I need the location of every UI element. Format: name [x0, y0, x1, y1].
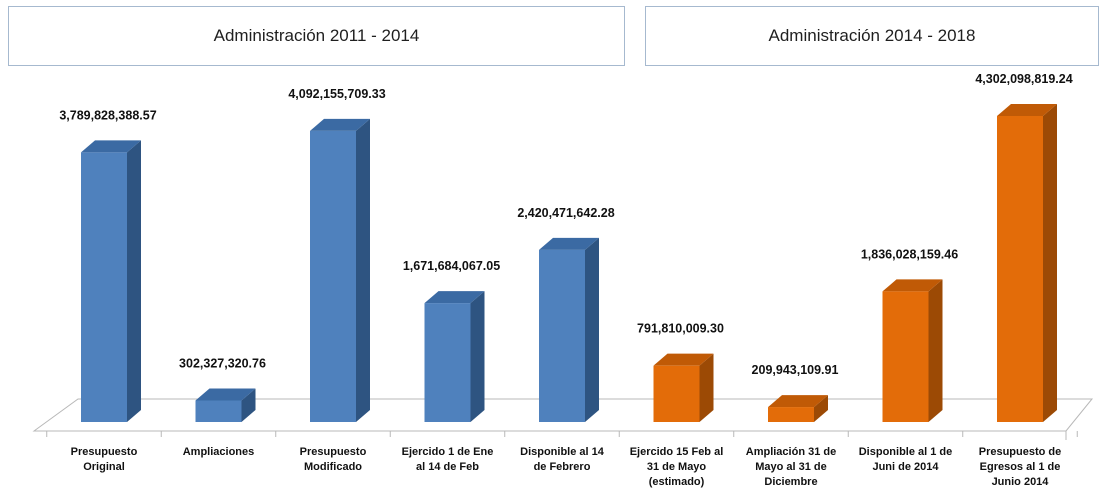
- bar-top: [310, 118, 370, 131]
- data-label: 4,092,155,709.33: [288, 87, 385, 101]
- category-label: Ejercido 15 Feb al 31 de Mayo (estimado): [630, 446, 724, 488]
- bar-side: [585, 237, 599, 422]
- data-label: 3,789,828,388.57: [59, 108, 156, 122]
- bar-front: [653, 365, 700, 422]
- data-label: 791,810,009.30: [637, 322, 724, 336]
- bar-side: [699, 353, 714, 422]
- bar-top: [539, 237, 599, 250]
- category-label: Disponible al 1 de Juni de 2014: [859, 446, 953, 473]
- bar-front: [997, 116, 1043, 422]
- header-title-left: Administración 2011 - 2014: [213, 26, 420, 45]
- bar: [195, 388, 256, 422]
- bar-side: [1043, 104, 1057, 422]
- bar: [539, 237, 599, 422]
- data-label: 4,302,098,819.24: [975, 72, 1072, 86]
- bar-side: [241, 388, 256, 422]
- bar-top: [997, 104, 1057, 116]
- bar-front: [882, 291, 929, 422]
- bar: [424, 291, 485, 422]
- bar-top: [653, 353, 714, 366]
- data-label: 1,671,684,067.05: [403, 259, 500, 273]
- bar: [81, 140, 141, 422]
- bar-side: [127, 140, 141, 422]
- header-administracion-2011-2014: Administración 2011 - 2014: [8, 6, 625, 66]
- bar-top: [195, 388, 256, 401]
- bar-front: [195, 400, 242, 422]
- category-label: Ampliación 31 de Mayo al 31 de Diciembre: [746, 446, 836, 488]
- category-label: Disponible al 14 de Febrero: [520, 446, 605, 473]
- chart-bars: [81, 104, 1057, 422]
- data-label: 1,836,028,159.46: [861, 247, 958, 261]
- category-label: Presupuesto Modificado: [300, 446, 367, 473]
- bar-top: [424, 291, 485, 304]
- category-label: Ampliaciones: [183, 446, 255, 458]
- bar-front: [310, 130, 356, 422]
- category-label: Presupuesto de Egresos al 1 de Junio 2014: [979, 446, 1062, 488]
- bar-top: [768, 395, 828, 408]
- bar: [882, 279, 943, 422]
- category-label: Ejercido 1 de Ene al 14 de Feb: [402, 446, 494, 473]
- bar-side: [928, 279, 943, 422]
- header-administracion-2014-2018: Administración 2014 - 2018: [645, 6, 1099, 66]
- bar: [310, 118, 370, 422]
- bar-front: [539, 249, 585, 422]
- value-labels: 3,789,828,388.57 302,327,320.76 4,092,155,…: [59, 72, 1072, 377]
- bar-side: [470, 291, 485, 422]
- data-label: 302,327,320.76: [179, 356, 266, 370]
- data-label: 2,420,471,642.28: [517, 206, 614, 220]
- header-title-right: Administración 2014 - 2018: [768, 26, 976, 45]
- category-labels: Presupuesto Original Ampliaciones Presupues…: [71, 446, 1062, 488]
- bar: [997, 104, 1057, 422]
- bar-side: [814, 395, 828, 422]
- category-label: Presupuesto Original: [71, 446, 138, 473]
- bar-front: [424, 303, 471, 422]
- bar-side: [356, 118, 370, 422]
- bar-front: [81, 152, 127, 422]
- bar-top: [882, 279, 943, 292]
- data-label: 209,943,109.91: [752, 363, 839, 377]
- bar: [768, 395, 828, 422]
- bar: [653, 353, 714, 422]
- bar-top: [81, 140, 141, 153]
- bar-front: [768, 407, 814, 422]
